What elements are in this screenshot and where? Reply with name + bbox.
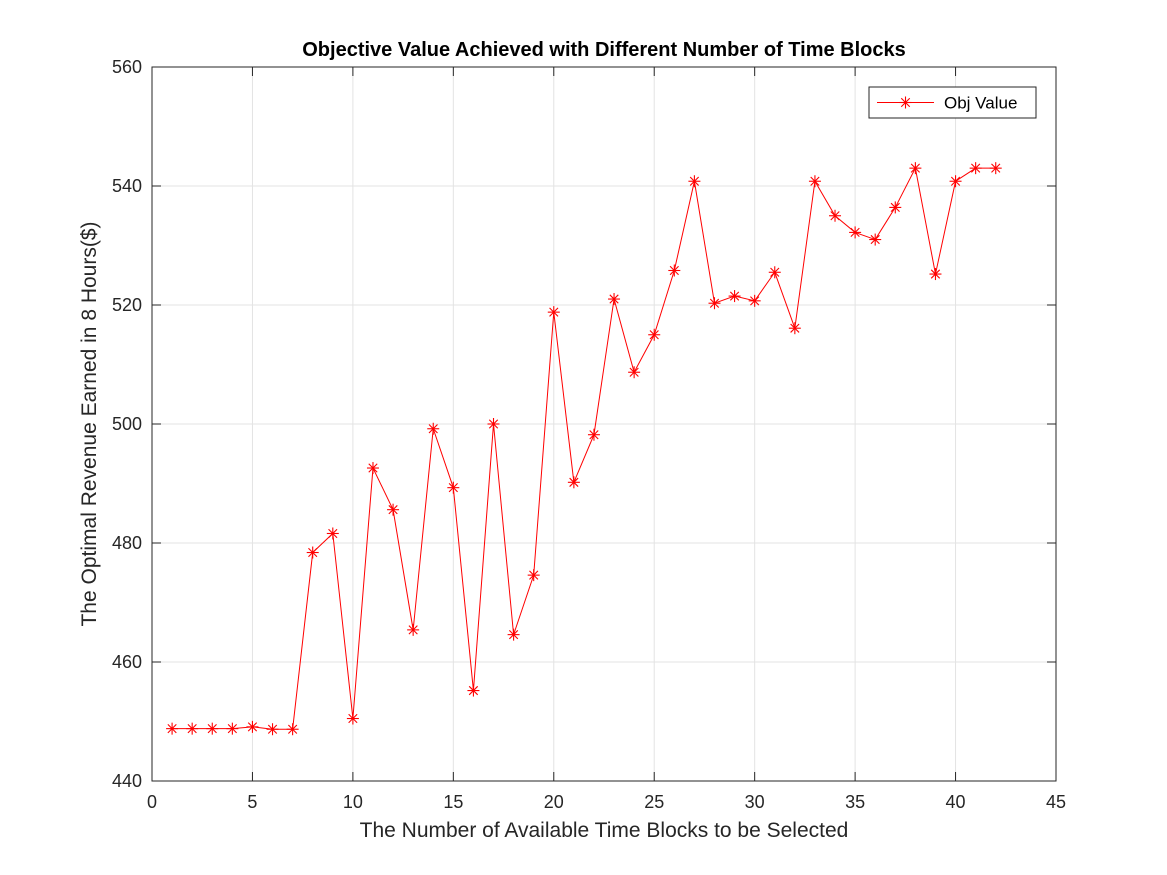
legend-asterisk	[899, 96, 912, 109]
legend-marker-asterisk-icon	[899, 96, 912, 109]
x-tick-label: 35	[845, 792, 865, 812]
tick-layer: 0 5 10 15 20 25 30 35 40 45 440 460 480 500 520 540 560	[112, 57, 1066, 812]
data-point-marker	[467, 684, 480, 697]
y-tick-label: 540	[112, 176, 142, 196]
data-point-marker	[849, 226, 862, 239]
data-point-marker	[889, 201, 902, 214]
data-point-marker	[929, 268, 942, 281]
x-tick-label: 25	[644, 792, 664, 812]
data-point-marker	[527, 569, 540, 582]
data-point-marker	[949, 175, 962, 188]
grid-layer	[152, 67, 1056, 781]
chart-title: Objective Value Achieved with Different …	[302, 39, 906, 61]
y-tick-label: 560	[112, 57, 142, 77]
data-point-marker	[447, 481, 460, 494]
data-point-marker	[989, 162, 1002, 175]
data-point-marker	[628, 366, 641, 379]
data-point-marker	[326, 527, 339, 540]
data-point-marker	[547, 306, 560, 319]
data-point-marker	[587, 428, 600, 441]
y-axis-title: The Optimal Revenue Earned in 8 Hours($)	[78, 221, 101, 626]
data-point-marker	[366, 462, 379, 475]
data-point-marker	[507, 628, 520, 641]
data-point-marker	[648, 328, 661, 341]
data-point-marker	[166, 722, 179, 735]
y-tick-label: 440	[112, 771, 142, 791]
legend-box	[868, 86, 1037, 119]
data-point-marker	[226, 722, 239, 735]
x-tick-label: 45	[1046, 792, 1066, 812]
y-tick-label: 500	[112, 414, 142, 434]
data-point-marker	[909, 162, 922, 175]
y-tick-label: 520	[112, 295, 142, 315]
data-point-marker	[306, 546, 319, 559]
data-point-marker	[829, 209, 842, 222]
data-point-marker	[206, 722, 219, 735]
data-point-marker	[186, 722, 199, 735]
data-point-marker	[608, 293, 621, 306]
x-axis-title: The Number of Available Time Blocks to b…	[360, 819, 849, 842]
data-point-marker	[387, 503, 400, 516]
data-point-marker	[346, 712, 359, 725]
data-point-marker	[748, 294, 761, 307]
x-tick-label: 0	[147, 792, 157, 812]
data-point-marker	[668, 264, 681, 277]
data-point-marker	[768, 266, 781, 279]
data-point-marker	[407, 623, 420, 636]
data-point-marker	[688, 175, 701, 188]
data-point-marker	[788, 322, 801, 335]
x-tick-label: 15	[443, 792, 463, 812]
data-point-marker	[246, 720, 259, 733]
series-line-obj-value	[172, 166, 996, 730]
data-point-marker	[728, 290, 741, 303]
x-tick-label: 10	[343, 792, 363, 812]
data-point-marker	[286, 723, 299, 736]
legend: Obj Value	[868, 86, 1037, 119]
data-point-marker	[869, 233, 882, 246]
data-point-marker	[708, 297, 721, 310]
y-tick-label: 460	[112, 652, 142, 672]
series-layer	[166, 162, 1002, 736]
data-point-marker	[808, 175, 821, 188]
data-point-marker	[567, 476, 580, 489]
data-point-marker	[427, 422, 440, 435]
x-tick-label: 30	[745, 792, 765, 812]
x-tick-label: 40	[946, 792, 966, 812]
x-tick-label: 5	[247, 792, 257, 812]
y-tick-label: 480	[112, 533, 142, 553]
legend-entry-label: Obj Value	[944, 94, 1017, 113]
x-tick-label: 20	[544, 792, 564, 812]
data-point-marker	[969, 162, 982, 175]
data-point-marker	[266, 723, 279, 736]
data-point-marker	[487, 418, 500, 430]
